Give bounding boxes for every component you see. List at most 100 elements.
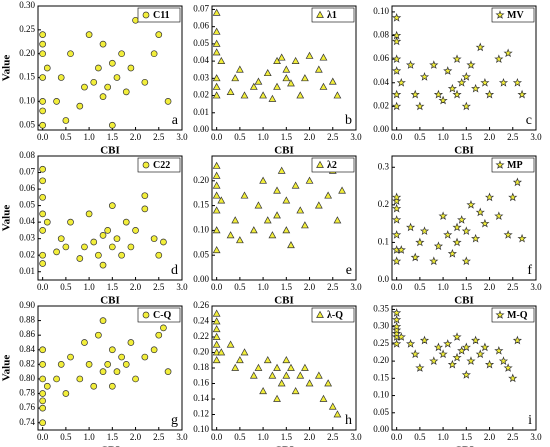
point (39, 419, 46, 427)
point (104, 361, 112, 368)
point (118, 251, 125, 259)
point (141, 205, 149, 213)
point (155, 31, 163, 38)
point (338, 186, 346, 194)
x-tick-label: 1.5 (461, 432, 473, 442)
point (212, 27, 221, 35)
x-tick-label: 1.5 (461, 132, 473, 142)
point (39, 397, 46, 405)
y-tick-label: 0.02 (193, 90, 209, 100)
legend-marker (495, 310, 505, 319)
point (273, 394, 281, 402)
point (76, 102, 84, 110)
point (392, 66, 402, 75)
point (324, 379, 333, 387)
point (291, 181, 300, 189)
panel-letter: g (171, 413, 178, 428)
point (498, 356, 509, 366)
point (62, 390, 70, 397)
point (226, 340, 235, 348)
y-tick-label: 0.24 (193, 316, 209, 326)
y-tick-label: 0.06 (19, 183, 35, 193)
x-tick-label: 2.5 (507, 132, 519, 142)
point (282, 356, 291, 364)
point (43, 218, 51, 226)
y-tick-label: 0.00 (193, 124, 209, 134)
x-tick-label: 0.0 (37, 432, 49, 442)
point (461, 370, 471, 379)
y-tick-label: 0.04 (19, 216, 35, 226)
point (217, 196, 226, 204)
point (132, 375, 139, 383)
point (466, 356, 476, 365)
point (164, 368, 172, 375)
y-axis-label: Value (1, 205, 13, 232)
y-tick-label: 0.10 (19, 95, 35, 105)
y-tick-label: 0.18 (193, 362, 209, 372)
plot-frame (37, 155, 183, 281)
point (122, 88, 130, 96)
point (263, 68, 272, 77)
point (226, 87, 235, 95)
point (484, 89, 495, 99)
y-tick-label: 0.01 (193, 107, 209, 117)
y-tick-label: 0.00 (373, 124, 389, 134)
point (443, 66, 453, 75)
point (249, 226, 258, 234)
point (296, 91, 305, 99)
plot-frame (37, 5, 183, 131)
point (392, 308, 402, 317)
x-tick-label: 2.5 (153, 132, 165, 142)
point (132, 227, 139, 234)
point (447, 248, 457, 258)
legend-box (311, 157, 355, 173)
point (392, 36, 402, 46)
y-tick-label: 0.15 (373, 372, 389, 382)
point (392, 192, 402, 202)
y-tick-label: 0.10 (373, 390, 389, 400)
point (67, 353, 74, 361)
point (392, 314, 402, 324)
y-tick-label: 0.20 (193, 175, 209, 185)
x-tick-label: 0.0 (37, 132, 49, 142)
point (415, 101, 425, 111)
x-tick-label: 1.0 (437, 432, 449, 442)
y-tick-label: 0.74 (19, 417, 35, 427)
point (160, 238, 167, 246)
point (392, 30, 402, 40)
point (212, 226, 221, 234)
point (104, 83, 112, 91)
point (259, 387, 267, 395)
x-tick-label: 0.0 (391, 132, 403, 142)
x-tick-label: 2.5 (327, 432, 339, 442)
point (76, 375, 84, 383)
panel-letter: h (345, 413, 352, 428)
x-tick-label: 2.5 (153, 432, 165, 442)
point (328, 77, 337, 85)
point (392, 196, 402, 205)
point (113, 74, 121, 81)
legend-label: C11 (153, 10, 170, 21)
point (512, 335, 522, 345)
point (39, 346, 46, 354)
point (212, 317, 221, 325)
y-tick-label: 0.00 (193, 274, 209, 284)
y-tick-label: 0.82 (19, 358, 35, 368)
y-tick-label: 0.00 (373, 424, 389, 434)
point (296, 206, 305, 214)
legend-marker (142, 311, 150, 319)
plot-frame (211, 5, 357, 131)
y-tick-label: 0.88 (19, 315, 35, 325)
legend-label: M-Q (507, 310, 528, 321)
point (392, 230, 402, 239)
point (95, 331, 102, 339)
point (67, 50, 74, 58)
point (254, 77, 263, 85)
y-tick-label: 0.10 (193, 224, 209, 234)
legend-label: λ1 (327, 10, 337, 21)
x-tick-label: 3.0 (350, 432, 362, 442)
x-tick-label: 0.5 (234, 282, 246, 292)
y-tick-label: 0.25 (373, 338, 389, 348)
point (39, 74, 46, 81)
point (254, 201, 263, 209)
